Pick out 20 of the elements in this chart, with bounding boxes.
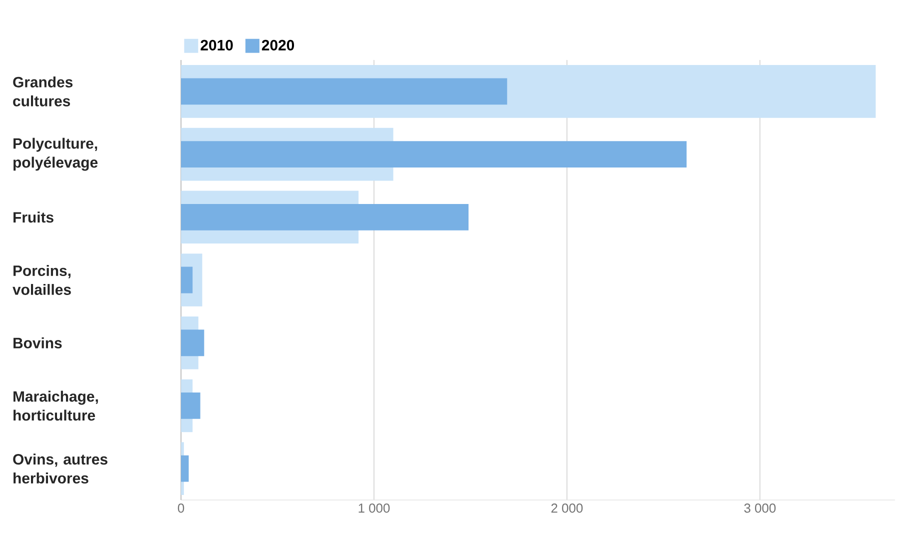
x-tick-label: 3 000 bbox=[744, 504, 776, 513]
bar bbox=[181, 455, 189, 482]
y-tick-label: Maraichage, horticulture bbox=[14, 390, 98, 421]
bar bbox=[181, 78, 508, 105]
y-tick-label: Grandes cultures bbox=[13, 76, 73, 106]
legend-label: 2020 bbox=[262, 40, 294, 50]
bar bbox=[181, 330, 204, 356]
y-tick-label: Polyculture, polyélevage bbox=[14, 138, 98, 171]
y-tick-label: Bovins bbox=[14, 337, 62, 348]
x-tick-label: 0 bbox=[178, 504, 184, 513]
y-tick-label: Porcins, volailles bbox=[12, 265, 71, 295]
y-tick-label: Fruits bbox=[14, 212, 54, 223]
x-tick-label: 2 000 bbox=[551, 504, 583, 513]
bar bbox=[181, 141, 687, 168]
x-tick-label: 1 000 bbox=[358, 504, 390, 513]
bar bbox=[181, 392, 200, 419]
bar bbox=[181, 266, 193, 294]
y-tick-label: Ovins, autres herbivores bbox=[13, 454, 108, 484]
bar bbox=[181, 204, 469, 230]
legend-label: 2010 bbox=[200, 40, 233, 50]
